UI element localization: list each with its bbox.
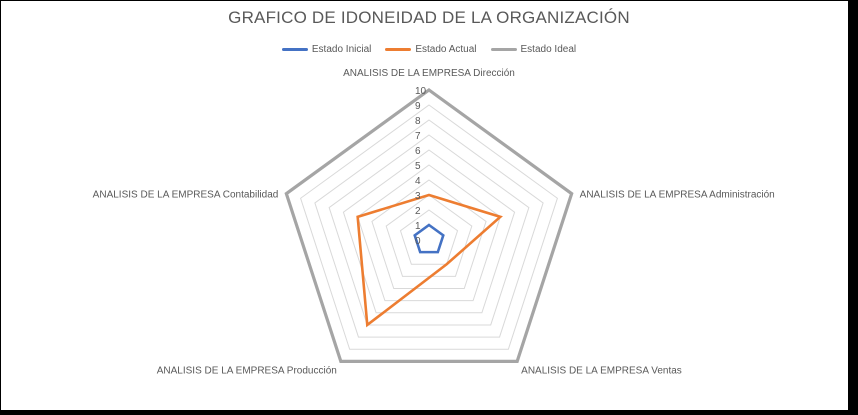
tick-label-6: 6 <box>415 146 421 157</box>
legend-swatch-estado-actual <box>385 48 412 51</box>
tick-label-1: 1 <box>415 221 421 232</box>
legend-label-estado-inicial: Estado Inicial <box>311 44 372 55</box>
tick-label-5: 5 <box>415 161 421 172</box>
gridline-ring-7 <box>328 134 530 326</box>
gridline-ring-2 <box>399 209 459 265</box>
legend-item-estado-ideal: Estado Ideal <box>490 44 577 55</box>
chart-area <box>1 1 848 410</box>
tick-label-2: 2 <box>415 206 421 217</box>
legend-label-estado-ideal: Estado Ideal <box>520 44 577 55</box>
gridline-ring-6 <box>342 149 516 314</box>
tick-label-3: 3 <box>415 191 421 202</box>
gridline-ring-8 <box>314 119 544 338</box>
chart-legend: Estado Inicial Estado Actual Estado Idea… <box>0 44 858 55</box>
tick-label-9: 9 <box>415 101 421 112</box>
tick-label-8: 8 <box>415 116 421 127</box>
legend-swatch-estado-ideal <box>490 48 517 51</box>
series-line-estado-inicial <box>413 223 445 254</box>
series-line-estado-ideal <box>284 88 574 363</box>
axis-label-2: ANALISIS DE LA EMPRESA Ventas <box>521 365 682 376</box>
tick-label-7: 7 <box>415 131 421 142</box>
legend-item-estado-actual: Estado Actual <box>385 44 477 55</box>
axis-label-0: ANALISIS DE LA EMPRESA Dirección <box>343 68 515 79</box>
tick-label-10: 10 <box>415 86 427 97</box>
axis-label-4: ANALISIS DE LA EMPRESA Contabilidad <box>93 190 279 201</box>
legend-swatch-estado-inicial <box>281 48 308 51</box>
chart-title: GRAFICO DE IDONEIDAD DE LA ORGANIZACIÓN <box>228 8 630 27</box>
legend-label-estado-actual: Estado Actual <box>415 44 477 55</box>
gridline-ring-4 <box>371 179 487 290</box>
tick-label-4: 4 <box>415 176 421 187</box>
axis-label-1: ANALISIS DE LA EMPRESA Administración <box>580 190 775 201</box>
series-line-estado-actual <box>356 193 503 328</box>
tick-label-0: 0 <box>415 236 421 247</box>
gridline-ring-9 <box>300 104 558 350</box>
legend-item-estado-inicial: Estado Inicial <box>281 44 372 55</box>
axis-label-3: ANALISIS DE LA EMPRESA Producción <box>157 365 337 376</box>
gridline-ring-5 <box>357 164 501 302</box>
